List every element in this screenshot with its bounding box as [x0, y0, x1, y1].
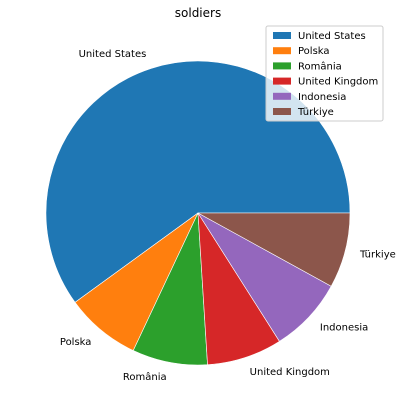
- legend-swatch-romania: [273, 62, 291, 70]
- legend-swatch-united-states: [273, 32, 291, 39]
- slice-label-polska: Polska: [60, 337, 92, 348]
- slice-label-turkiye: Türkiye: [359, 250, 396, 261]
- pie-slice-turkiye: [197, 212, 351, 287]
- slice-label-united-kingdom: United Kingdom: [250, 367, 330, 378]
- slice-label-romania: România: [123, 371, 167, 383]
- chart-legend: United States Polska România United Kingdom…: [265, 25, 384, 122]
- legend-label-romania: România: [298, 60, 342, 72]
- chart-title: soldiers: [175, 6, 221, 20]
- legend-swatch-indonesia: [273, 92, 291, 100]
- slice-label-united-states: United States: [79, 49, 147, 60]
- legend-swatch-united-kingdom: [273, 77, 291, 85]
- legend-swatch-turkiye: [273, 108, 291, 115]
- legend-label-indonesia: Indonesia: [298, 92, 346, 103]
- slice-labels: United States Polska România United Kingdom…: [60, 49, 396, 383]
- legend-label-turkiye: Türkiye: [297, 107, 334, 118]
- legend-items: United States Polska România United Kingdom…: [273, 31, 378, 118]
- legend-frame: [265, 25, 384, 122]
- legend-label-polska: Polska: [298, 46, 330, 57]
- legend-swatch-polska: [273, 47, 291, 55]
- slice-label-indonesia: Indonesia: [320, 322, 368, 333]
- legend-label-united-kingdom: United Kingdom: [298, 77, 378, 88]
- legend-label-united-states: United States: [298, 31, 366, 42]
